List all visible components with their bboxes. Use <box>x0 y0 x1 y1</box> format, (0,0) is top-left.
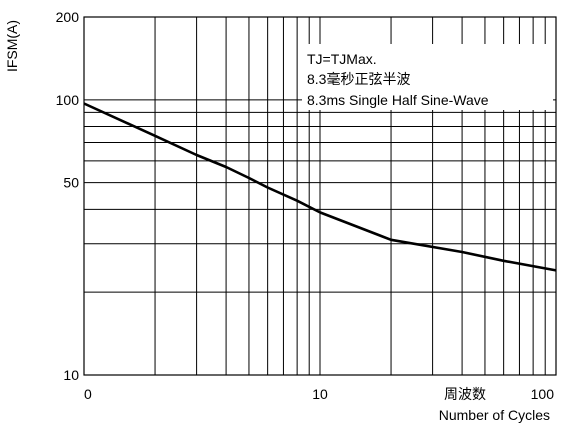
x-axis-label: Number of Cycles <box>439 407 550 423</box>
y-tick-label: 100 <box>56 92 80 108</box>
y-axis-label: IFSM(A) <box>4 20 20 72</box>
y-tick-label: 10 <box>63 367 79 383</box>
annotation-line-1: TJ=TJMax. <box>307 51 377 67</box>
y-tick-labels: 200 100 50 10 <box>56 9 80 383</box>
y-tick-label: 200 <box>56 9 80 25</box>
x-tick-label: 10 <box>312 386 328 402</box>
plot-frame <box>83 16 557 376</box>
x-tick-label: 100 <box>531 386 555 402</box>
annotation-line-2: 8.3毫秒正弦半波 <box>307 71 410 87</box>
x-tick-label: 0 <box>84 386 92 402</box>
series-line-0 <box>83 102 557 272</box>
annotation-box <box>302 44 553 110</box>
y-tick-label: 50 <box>63 175 79 191</box>
series-group <box>83 102 557 272</box>
x-axis-label-cn: 周波数 <box>444 386 486 402</box>
x-tick-labels: 0 10 100 <box>84 386 554 402</box>
annotation-line-3: 8.3ms Single Half Sine-Wave <box>307 92 489 108</box>
